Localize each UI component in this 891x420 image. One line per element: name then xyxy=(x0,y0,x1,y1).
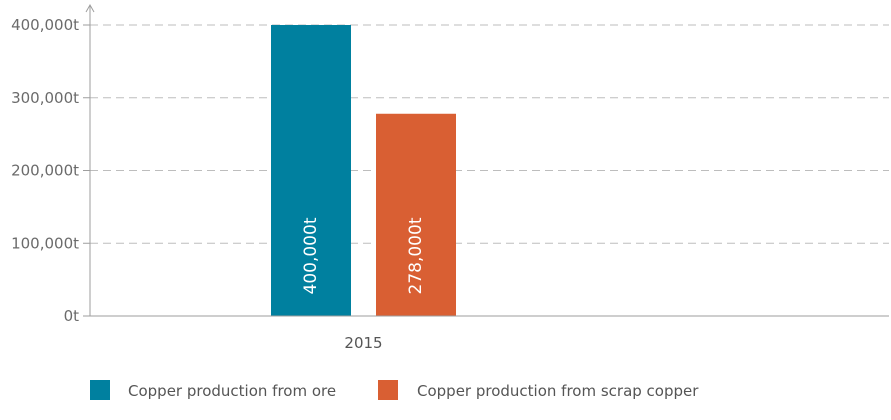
bars: 400,000t 278,000t xyxy=(271,25,456,316)
y-tick-label: 0t xyxy=(64,307,80,325)
y-tick-label: 200,000t xyxy=(11,162,79,180)
legend-label: Copper production from scrap copper xyxy=(417,382,699,400)
y-tick-label: 300,000t xyxy=(11,89,79,107)
legend-label: Copper production from ore xyxy=(128,382,336,400)
x-axis: 2015 xyxy=(90,315,889,352)
x-category-label: 2015 xyxy=(344,334,382,352)
y-axis: 0t 100,000t 200,000t 300,000t 400,000t xyxy=(11,3,95,325)
y-axis-arrow-icon xyxy=(85,3,95,13)
bar-ore xyxy=(271,25,351,316)
y-tick-label: 400,000t xyxy=(11,16,79,34)
bar-scrap-copper xyxy=(376,113,456,316)
legend: Copper production from ore Copper product… xyxy=(90,380,699,400)
grid-lines xyxy=(90,24,889,244)
bar-value-label: 278,000t xyxy=(406,217,426,294)
bar-value-label: 400,000t xyxy=(301,217,321,294)
legend-swatch xyxy=(378,380,398,400)
y-tick-label: 100,000t xyxy=(11,234,79,252)
legend-swatch xyxy=(90,380,110,400)
